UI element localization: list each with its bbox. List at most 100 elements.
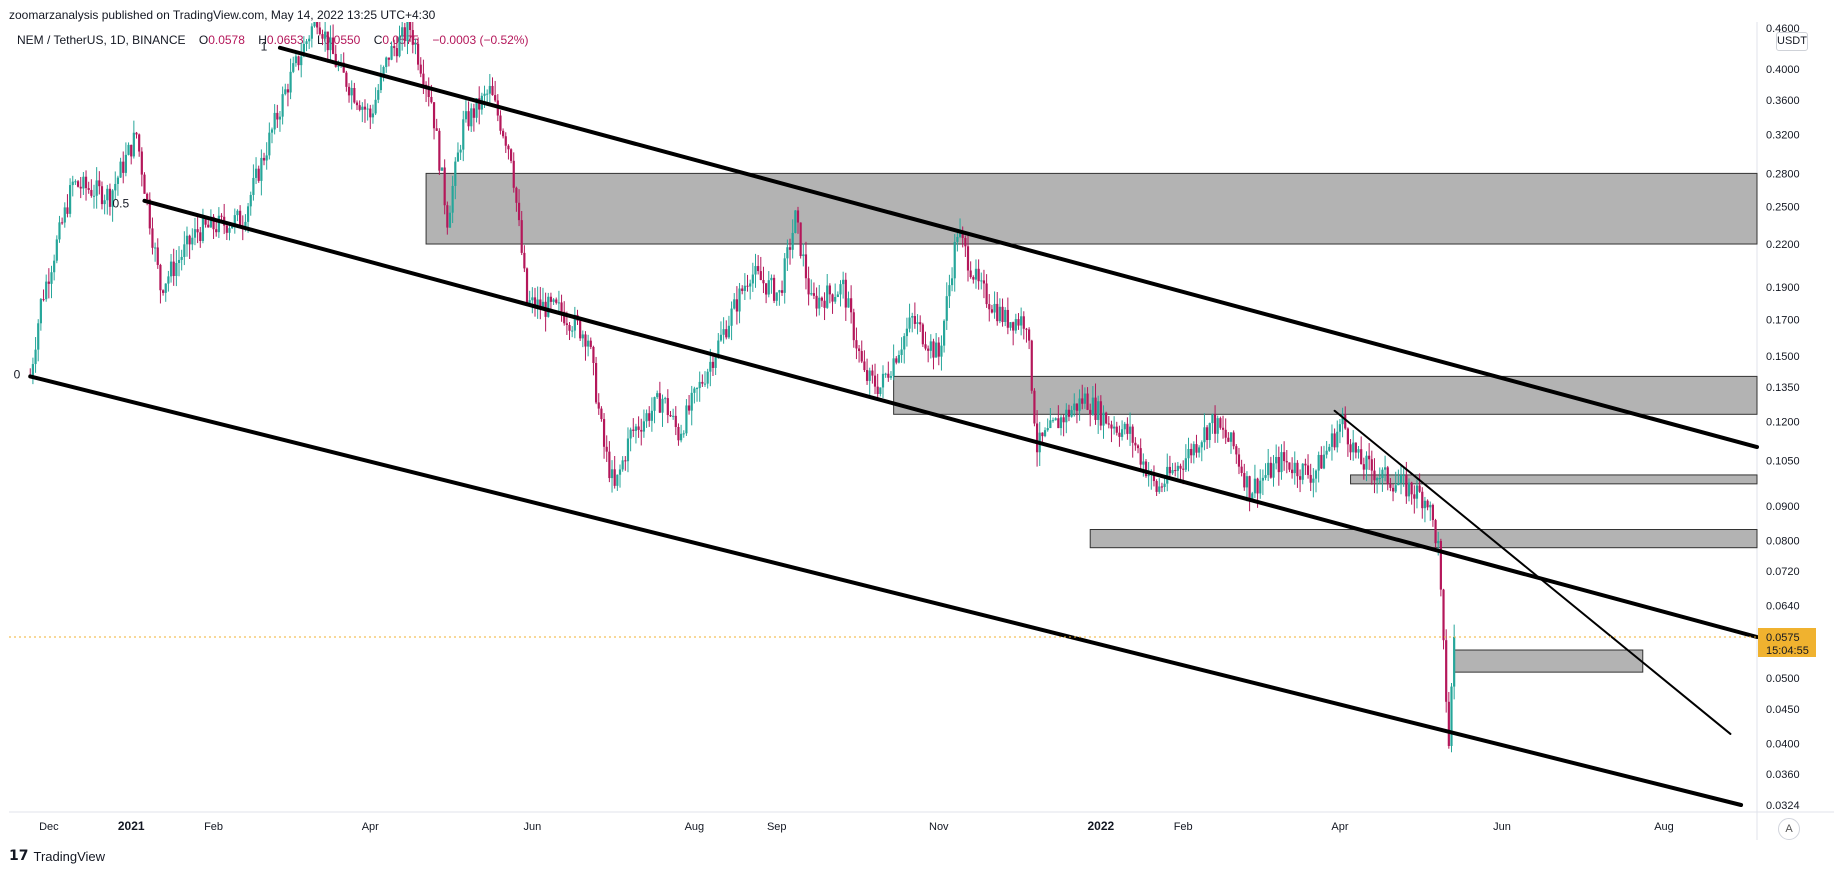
candle-body — [1237, 454, 1241, 467]
candle-body — [204, 218, 207, 225]
candle-body — [1410, 482, 1413, 495]
candle-body — [850, 298, 853, 313]
candle-body — [1020, 316, 1023, 326]
candle-body — [847, 298, 850, 308]
candle-body — [199, 232, 202, 241]
candle-body — [47, 281, 50, 284]
candle-body — [207, 224, 210, 228]
candle-body — [1136, 445, 1140, 449]
candle-body — [990, 309, 994, 313]
candle-body — [690, 392, 693, 411]
candle-body — [1296, 462, 1299, 477]
candle-body — [1330, 433, 1334, 447]
candle-body — [1139, 448, 1142, 465]
candle-body — [687, 405, 691, 411]
candle-body — [1152, 472, 1156, 482]
candle-body — [1277, 456, 1280, 473]
candle-body — [857, 348, 861, 352]
candle-body — [759, 271, 762, 281]
candle-body — [488, 85, 491, 94]
candle-body — [610, 469, 614, 479]
candle-body — [1383, 467, 1387, 470]
candle-body — [329, 37, 332, 51]
candle-body — [84, 176, 88, 189]
tradingview-footer: 17 TradingView — [9, 848, 105, 864]
candle-body — [507, 145, 510, 150]
candle-body — [254, 168, 258, 178]
candle-body — [1259, 480, 1262, 494]
candle-body — [191, 237, 194, 245]
candle-body — [379, 74, 383, 91]
candle-body — [443, 167, 446, 206]
candle-body — [664, 398, 667, 400]
candle-body — [140, 151, 143, 175]
candle-body — [361, 106, 364, 110]
candle-body — [292, 63, 295, 72]
high-label: H — [258, 33, 267, 47]
candle-body — [1187, 448, 1190, 459]
candle-body — [796, 210, 800, 223]
candle-body — [92, 195, 96, 197]
price-axis[interactable]: 0.46000.40000.36000.32000.28000.25000.22… — [1766, 23, 1800, 812]
candle-body — [1200, 442, 1203, 448]
candle-body — [1317, 454, 1320, 471]
trend-line — [277, 45, 1759, 450]
trend-line — [1333, 409, 1732, 735]
candle-body — [950, 278, 954, 286]
candle-body — [244, 221, 247, 228]
candle-body — [1394, 485, 1397, 492]
candle-body — [66, 207, 69, 214]
candle-body — [650, 410, 653, 421]
candle-body — [100, 186, 104, 205]
candle-body — [395, 48, 398, 57]
fib-level-label: 1 — [261, 39, 268, 53]
candle-body — [709, 361, 712, 372]
candle-body — [767, 280, 770, 295]
auto-scale-button[interactable]: A — [1778, 818, 1800, 840]
time-axis[interactable]: Dec 2021 Feb Apr Jun Aug Sep Nov 2022 Feb Apr Jun Au… — [39, 819, 1674, 833]
time-tick-label: Jun — [1493, 821, 1511, 833]
candle-body — [1413, 494, 1416, 499]
candle-body — [74, 181, 77, 183]
candle-body — [645, 413, 648, 422]
candle-body — [106, 188, 109, 201]
candle-body — [1224, 429, 1227, 438]
candle-body — [79, 186, 82, 189]
candle-body — [1051, 420, 1055, 422]
trendlines-layer — [28, 45, 1759, 807]
candle-body — [417, 43, 420, 65]
candle-body — [1216, 418, 1219, 434]
fib-level-label: 0 — [14, 367, 21, 381]
candle-body — [1158, 486, 1161, 492]
candle-body — [1001, 306, 1004, 322]
candle-body — [159, 264, 162, 291]
candle-body — [608, 451, 611, 479]
candle-body — [834, 296, 837, 302]
trend-line — [28, 374, 1744, 807]
candle-body — [1131, 426, 1134, 443]
candle-body — [974, 268, 978, 280]
change-value: −0.0003 (−0.52%) — [432, 33, 529, 47]
candle-body — [1195, 444, 1198, 453]
candle-body — [374, 99, 377, 114]
candle-body — [350, 88, 353, 96]
candle-body — [1099, 401, 1102, 426]
candle-body — [239, 210, 242, 226]
candle-body — [231, 225, 234, 229]
candle-body — [868, 370, 871, 381]
candle-body — [491, 85, 494, 96]
candle-body — [661, 398, 664, 413]
currency-badge[interactable]: USDT — [1776, 32, 1808, 51]
candle-body — [347, 86, 351, 96]
candle-body — [523, 252, 526, 269]
supply-demand-zone — [893, 375, 1758, 415]
candle-body — [1208, 423, 1211, 441]
candle-body — [863, 361, 866, 371]
candle-body — [714, 356, 717, 368]
candle-body — [828, 285, 831, 295]
candle-body — [1407, 482, 1411, 497]
symbol-name[interactable]: NEM / TetherUS, 1D, BINANCE — [17, 33, 186, 47]
candle-body — [581, 334, 584, 339]
